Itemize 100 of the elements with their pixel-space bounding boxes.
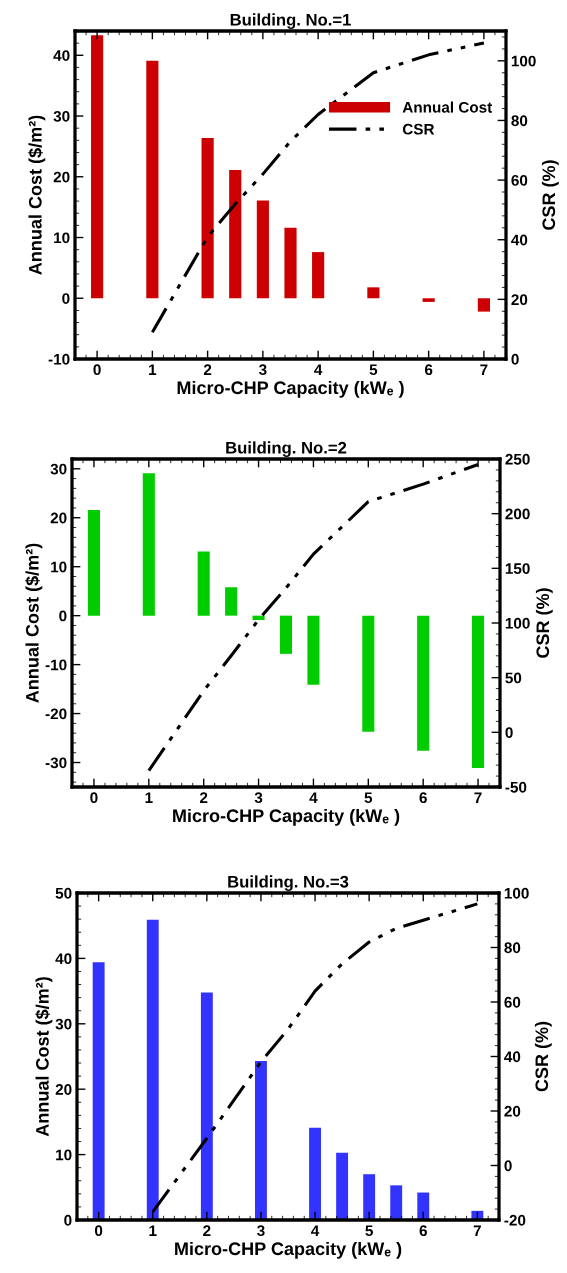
bar xyxy=(367,287,380,299)
bar xyxy=(363,1174,376,1220)
y-tick-label: 30 xyxy=(53,110,70,122)
y-axis-title: Annual Cost ($/m²) xyxy=(28,115,46,275)
y2-tick-label: 0 xyxy=(504,1160,512,1172)
bar xyxy=(225,587,238,616)
y2-tick-label: 40 xyxy=(511,234,528,246)
y-tick-label: 20 xyxy=(55,1084,72,1095)
y2-tick-label: 20 xyxy=(504,1105,521,1117)
y2-tick-label: 80 xyxy=(504,942,521,954)
y-tick-label: 40 xyxy=(53,50,70,61)
y-tick-label: -30 xyxy=(45,757,67,769)
y2-axis-title: CSR (%) xyxy=(535,588,553,658)
x-tick-label: 0 xyxy=(93,364,101,376)
y2-tick-label: 150 xyxy=(505,563,530,575)
x-tick-label: 3 xyxy=(254,792,263,804)
y-tick-label: 20 xyxy=(53,171,70,183)
bar xyxy=(197,551,210,616)
y2-tick-label: 40 xyxy=(504,1051,521,1063)
x-tick-label: 3 xyxy=(257,1225,265,1237)
x-tick-label: 7 xyxy=(473,1225,481,1236)
bar xyxy=(279,615,293,654)
x-tick-label: 5 xyxy=(365,1225,373,1237)
legend-label: Annual Cost xyxy=(402,101,493,113)
bar xyxy=(472,615,485,768)
y-tick-label: 10 xyxy=(54,232,70,244)
bar xyxy=(200,992,213,1220)
bar xyxy=(336,1152,349,1220)
bar xyxy=(142,473,155,616)
x-tick-label: 7 xyxy=(474,792,482,803)
x-tick-label: 3 xyxy=(258,364,267,376)
bar xyxy=(87,509,100,616)
y2-tick-label: -20 xyxy=(504,1214,526,1226)
y-tick-label: -20 xyxy=(45,708,67,720)
x-tick-label: 4 xyxy=(309,792,318,803)
bar xyxy=(146,60,159,299)
y-tick-label: -10 xyxy=(48,353,70,365)
y2-tick-label: 60 xyxy=(511,174,528,186)
y2-axis-title: CSR (%) xyxy=(541,160,559,230)
bar xyxy=(255,1061,267,1220)
y2-tick-label: 0 xyxy=(511,353,519,365)
bar xyxy=(307,615,320,685)
x-tick-label: 0 xyxy=(90,792,98,804)
x-tick-label: 6 xyxy=(424,364,433,376)
y2-tick-label: 80 xyxy=(511,115,528,127)
y-tick-label: 30 xyxy=(55,1018,72,1030)
y-tick-label: -10 xyxy=(45,659,67,671)
bar xyxy=(417,1192,430,1220)
y-tick-label: 0 xyxy=(59,610,67,622)
x-axis-title: Micro-CHP Capacity (kWₑ ) xyxy=(177,380,404,398)
y-tick-label: 40 xyxy=(55,953,72,965)
bar xyxy=(284,227,297,299)
x-tick-label: 5 xyxy=(364,792,373,804)
bar xyxy=(477,298,490,312)
x-tick-label: 4 xyxy=(314,364,323,375)
x-axis-title: Micro-CHP Capacity (kWₑ ) xyxy=(173,808,400,826)
x-tick-label: 1 xyxy=(145,792,153,803)
bar xyxy=(362,615,375,732)
bar xyxy=(312,252,325,299)
x-tick-label: 2 xyxy=(203,364,212,375)
y2-tick-label: 50 xyxy=(505,672,522,684)
bar xyxy=(390,1185,403,1220)
bar xyxy=(417,615,430,751)
legend-label: CSR xyxy=(402,123,435,135)
x-tick-label: 5 xyxy=(369,364,378,376)
bar xyxy=(146,919,159,1220)
y-tick-label: 10 xyxy=(56,1149,72,1161)
y-tick-label: 0 xyxy=(64,1214,72,1226)
x-tick-label: 0 xyxy=(95,1225,103,1237)
y-tick-label: 10 xyxy=(51,561,67,573)
y2-tick-label: 100 xyxy=(504,887,529,899)
bar xyxy=(256,200,269,299)
y2-tick-label: 100 xyxy=(511,55,536,67)
bar xyxy=(201,137,214,299)
y2-tick-label: 20 xyxy=(511,294,528,306)
y-tick-label: 50 xyxy=(55,887,72,899)
bar xyxy=(252,615,265,621)
y2-axis-title: CSR (%) xyxy=(534,1021,552,1092)
y2-tick-label: 0 xyxy=(505,727,513,739)
y-tick-label: 20 xyxy=(50,512,67,524)
x-tick-label: 4 xyxy=(311,1225,320,1236)
y-axis-title: Annual Cost ($/m²) xyxy=(25,543,43,703)
x-tick-label: 6 xyxy=(419,792,427,804)
x-axis-title: Micro-CHP Capacity (kWₑ ) xyxy=(175,1241,402,1259)
x-tick-label: 6 xyxy=(419,1225,427,1237)
y2-tick-label: 250 xyxy=(505,453,530,465)
chart-title: Building. No.=3 xyxy=(228,875,349,891)
bar xyxy=(91,35,104,299)
bar xyxy=(92,962,105,1220)
bar xyxy=(229,170,242,299)
x-tick-label: 2 xyxy=(199,792,208,803)
bar xyxy=(422,298,435,302)
y2-tick-label: -50 xyxy=(505,781,527,793)
y2-tick-label: 200 xyxy=(505,508,530,520)
y-axis-title: Annual Cost ($/m²) xyxy=(35,977,53,1137)
x-tick-label: 1 xyxy=(149,1225,157,1236)
y2-tick-label: 60 xyxy=(504,996,521,1008)
chart-title: Building. No.=1 xyxy=(230,13,351,29)
x-tick-label: 7 xyxy=(480,364,488,375)
chart-title: Building. No.=2 xyxy=(226,441,347,457)
